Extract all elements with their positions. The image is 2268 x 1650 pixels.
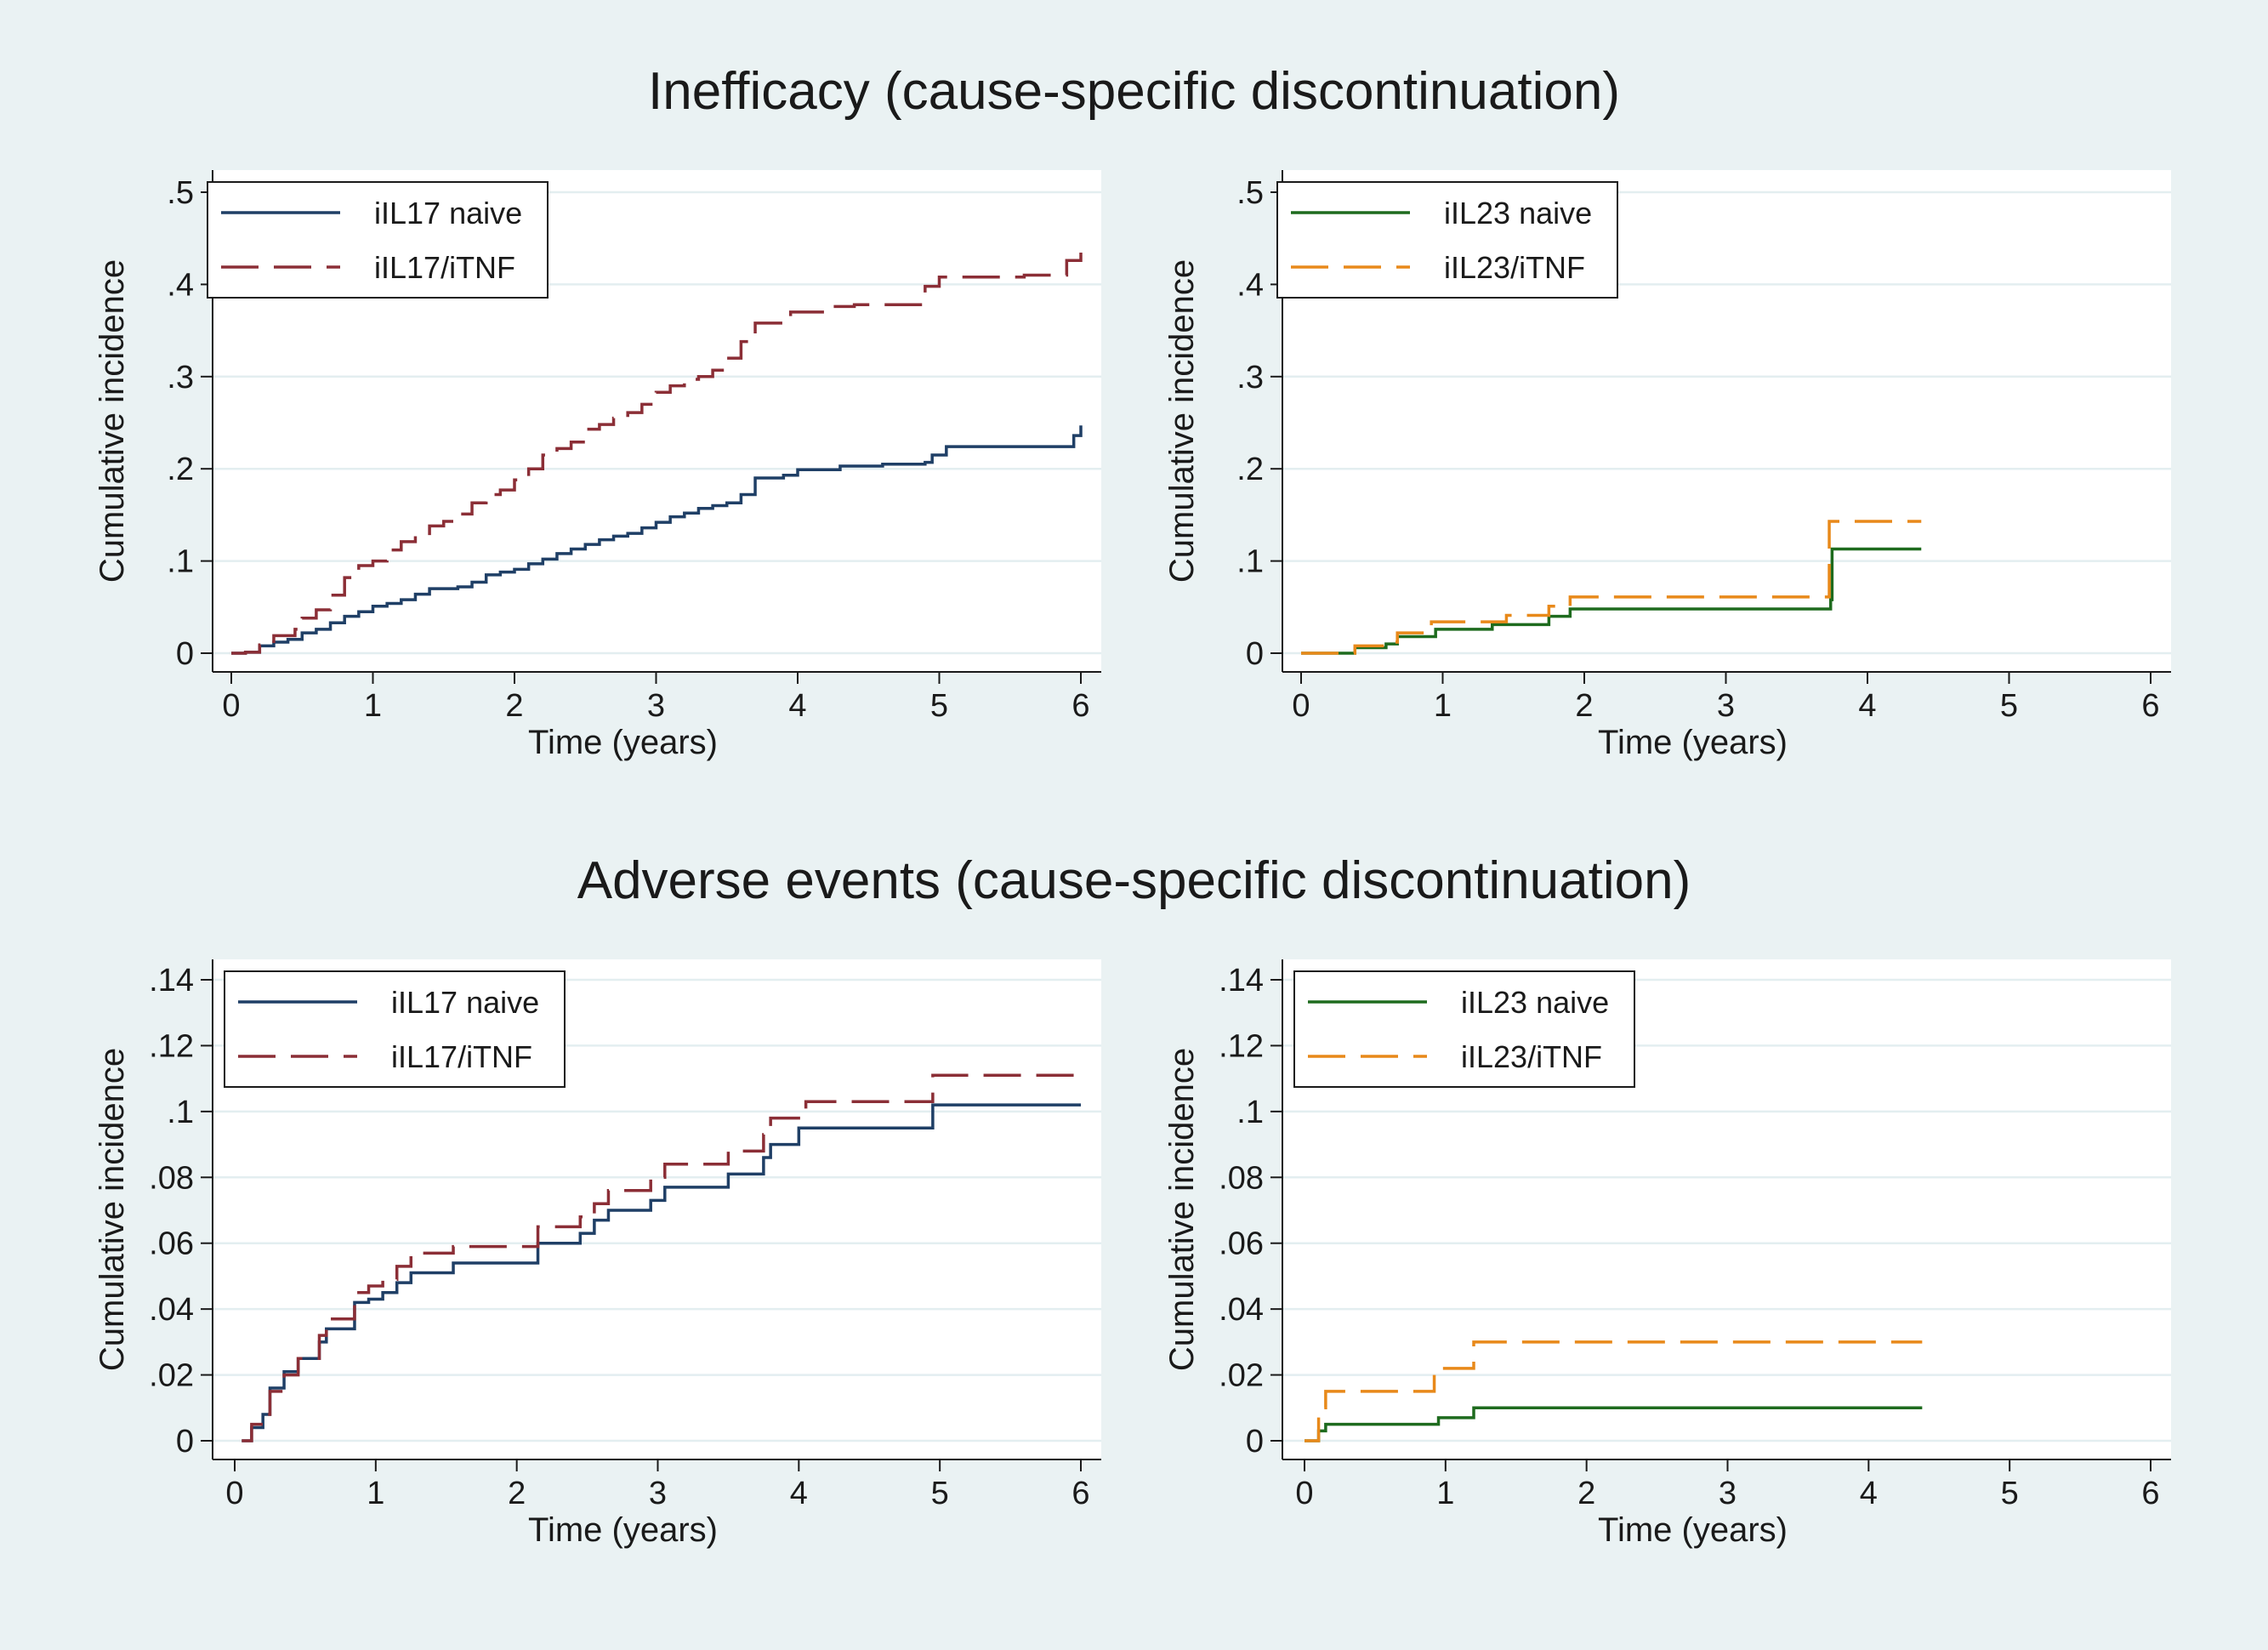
y-tick-label: .04 — [1219, 1292, 1264, 1328]
legend-label: iIL17/iTNF — [391, 1039, 532, 1074]
x-tick-label: 4 — [790, 1476, 808, 1511]
x-tick-label: 5 — [2000, 688, 2018, 724]
y-tick-label: .2 — [1236, 452, 1264, 487]
y-tick-label: .06 — [149, 1226, 194, 1262]
y-tick-label: .14 — [1219, 963, 1264, 999]
y-tick-label: .5 — [167, 175, 194, 211]
y-tick-label: .1 — [167, 1095, 194, 1130]
y-tick-label: .3 — [167, 360, 194, 395]
section-title-adverse-events: Adverse events (cause-specific discontin… — [577, 851, 1691, 910]
series-line — [1305, 1406, 1923, 1442]
x-tick-label: 3 — [1717, 688, 1735, 724]
x-tick-label: 1 — [1436, 1476, 1454, 1511]
legend-box — [1293, 970, 1635, 1088]
x-tick-label: 4 — [1858, 688, 1876, 724]
y-tick-label: .12 — [1219, 1028, 1264, 1064]
legend-label: iIL23/iTNF — [1461, 1039, 1602, 1074]
y-tick-label: .1 — [1236, 1095, 1264, 1130]
legend-label: iIL23 naive — [1461, 985, 1609, 1020]
plot-area — [213, 959, 1101, 1459]
legend-box — [207, 181, 549, 299]
y-tick-label: .02 — [149, 1358, 194, 1394]
y-tick-label: .02 — [1219, 1358, 1264, 1394]
y-tick-label: .08 — [1219, 1160, 1264, 1196]
y-tick-label: .5 — [1236, 175, 1264, 211]
x-tick-label: 0 — [222, 688, 240, 724]
legend-box — [1276, 181, 1618, 299]
series-line — [231, 242, 1083, 655]
x-tick-label: 3 — [647, 688, 665, 724]
plot-area — [1282, 170, 2171, 672]
series-line — [1305, 1340, 1923, 1442]
x-tick-label: 4 — [1860, 1476, 1878, 1511]
y-tick-label: .08 — [149, 1160, 194, 1196]
x-tick-label: 2 — [505, 688, 523, 724]
x-tick-label: 0 — [1295, 1476, 1313, 1511]
legend-box — [224, 970, 566, 1088]
plot-area — [1282, 959, 2171, 1459]
x-tick-label: 6 — [1071, 688, 1089, 724]
x-tick-label: 3 — [1719, 1476, 1737, 1511]
x-tick-label: 3 — [649, 1476, 667, 1511]
x-tick-label: 6 — [1071, 1476, 1089, 1511]
x-tick-label: 1 — [1434, 688, 1452, 724]
y-axis-title: Cumulative incidence — [94, 1048, 131, 1371]
x-tick-label: 1 — [364, 688, 382, 724]
section-title-inefficacy: Inefficacy (cause-specific discontinuati… — [648, 62, 1620, 121]
x-axis-title: Time (years) — [1598, 724, 1788, 761]
x-tick-label: 5 — [930, 688, 948, 724]
x-tick-label: 2 — [508, 1476, 526, 1511]
y-tick-label: .06 — [1219, 1226, 1264, 1262]
y-tick-label: 0 — [1246, 1424, 1264, 1459]
x-tick-label: 5 — [931, 1476, 949, 1511]
x-axis-title: Time (years) — [528, 1511, 718, 1549]
y-tick-label: .4 — [1236, 267, 1264, 303]
x-axis-title: Time (years) — [1598, 1511, 1788, 1549]
x-tick-label: 2 — [1577, 1476, 1595, 1511]
legend-label: iIL23/iTNF — [1444, 250, 1585, 285]
y-tick-label: .14 — [149, 963, 194, 999]
x-tick-label: 6 — [2141, 688, 2159, 724]
x-axis-title: Time (years) — [528, 724, 718, 761]
y-axis-title: Cumulative incidence — [1163, 259, 1201, 583]
x-tick-label: 5 — [2001, 1476, 2019, 1511]
x-tick-label: 2 — [1575, 688, 1593, 724]
legend-label: iIL23 naive — [1444, 196, 1592, 230]
x-tick-label: 1 — [367, 1476, 384, 1511]
y-tick-label: .12 — [149, 1028, 194, 1064]
legend-label: iIL17/iTNF — [374, 250, 515, 285]
y-tick-label: .3 — [1236, 360, 1264, 395]
y-tick-label: .2 — [167, 452, 194, 487]
series-line — [242, 1103, 1081, 1442]
y-tick-label: .1 — [167, 544, 194, 580]
legend-label: iIL17 naive — [374, 196, 522, 230]
y-tick-label: 0 — [176, 636, 194, 672]
y-tick-label: 0 — [176, 1424, 194, 1459]
legend-label: iIL17 naive — [391, 985, 539, 1020]
y-tick-label: .4 — [167, 267, 194, 303]
x-tick-label: 0 — [1292, 688, 1310, 724]
y-tick-label: 0 — [1246, 636, 1264, 672]
x-tick-label: 0 — [225, 1476, 243, 1511]
x-tick-label: 4 — [788, 688, 806, 724]
y-axis-title: Cumulative incidence — [94, 259, 131, 583]
series-line — [1301, 547, 1922, 655]
y-tick-label: .1 — [1236, 544, 1264, 580]
series-line — [231, 425, 1083, 655]
y-axis-title: Cumulative incidence — [1163, 1048, 1201, 1371]
series-line — [1301, 520, 1922, 655]
y-tick-label: .04 — [149, 1292, 194, 1328]
plot-area — [213, 170, 1101, 672]
x-tick-label: 6 — [2141, 1476, 2159, 1511]
series-line — [242, 1073, 1081, 1442]
